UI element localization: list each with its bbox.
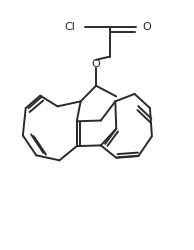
Text: O: O (92, 59, 100, 69)
Text: Cl: Cl (64, 22, 75, 32)
Text: O: O (142, 22, 151, 32)
